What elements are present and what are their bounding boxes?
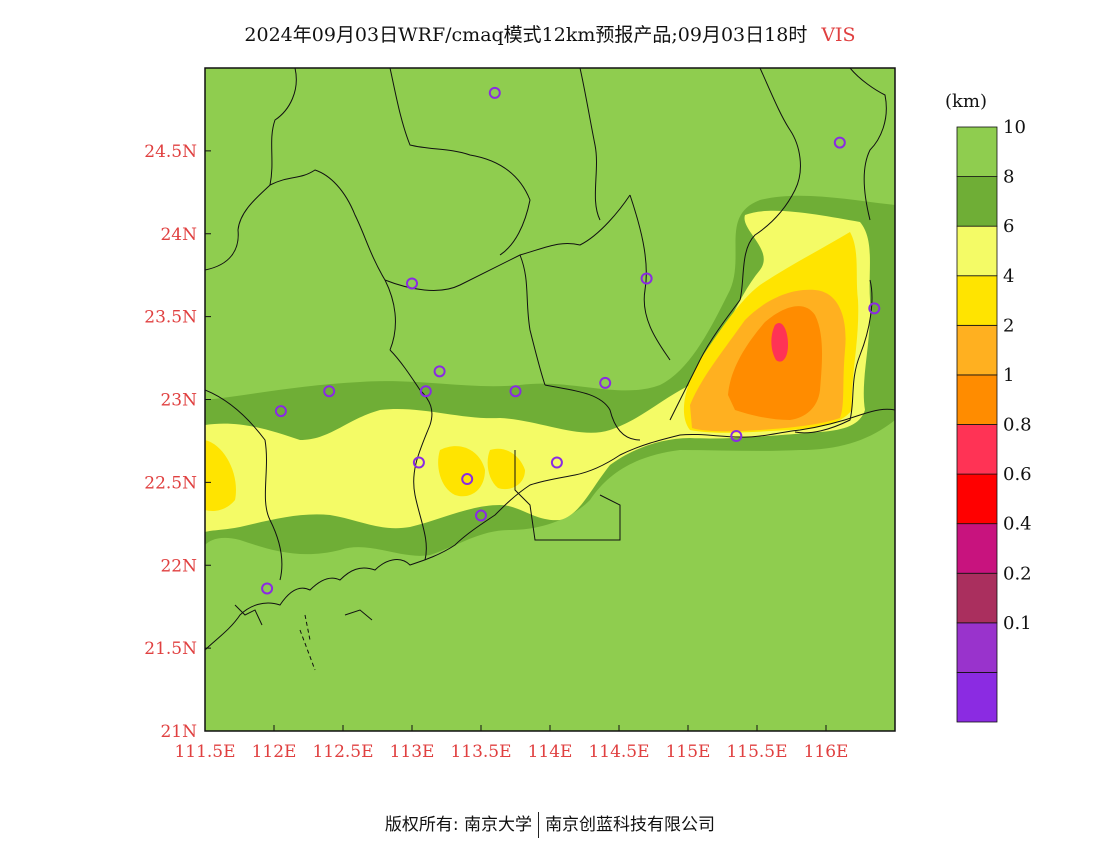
legend-level-label: 2 xyxy=(1003,315,1014,336)
vis-contour-4-west xyxy=(205,440,236,511)
station-marker xyxy=(461,473,474,486)
legend-swatch xyxy=(956,622,998,673)
lon-tick-label: 114.5E xyxy=(588,742,649,762)
longitude-axis: 111.5E 112E 112.5E 113E 113.5E 114E 114.5E 115E… xyxy=(174,725,848,762)
vis-contour-4-center xyxy=(438,446,485,497)
map-plot-area xyxy=(205,68,895,731)
station-marker xyxy=(406,277,418,290)
station-marker xyxy=(640,272,653,285)
vis-contour-0-8 xyxy=(771,322,788,362)
legend-level-label: 0.8 xyxy=(1003,415,1032,436)
legend-swatch xyxy=(956,523,998,574)
legend-level-label: 0.1 xyxy=(1003,613,1032,634)
legend-level-label: 1 xyxy=(1003,365,1014,386)
lat-tick-label: 21.5N xyxy=(144,639,197,659)
station-markers xyxy=(261,86,881,595)
station-marker xyxy=(868,302,881,315)
lat-tick-label: 23.5N xyxy=(144,308,197,328)
lat-tick-label: 24.5N xyxy=(144,142,197,162)
lat-tick-label: 24N xyxy=(160,225,197,245)
legend-swatch xyxy=(956,275,998,326)
latitude-axis: 21N 21.5N 22N 22.5N 23N 23.5N 24N 24.5N xyxy=(144,142,211,742)
station-marker xyxy=(599,376,612,389)
lon-tick-label: 111.5E xyxy=(174,742,235,762)
lon-tick-label: 116E xyxy=(804,742,849,762)
title-main: 2024年09月03日WRF/cmaq模式12km预报产品;09月03日18时 xyxy=(244,24,808,46)
lon-tick-label: 114E xyxy=(528,742,573,762)
legend-swatch xyxy=(956,374,998,425)
station-marker xyxy=(412,456,425,469)
station-marker xyxy=(488,86,501,99)
legend-level-label: 8 xyxy=(1003,167,1014,188)
map-title: 2024年09月03日WRF/cmaq模式12km预报产品;09月03日18时 V… xyxy=(0,20,1100,47)
legend-level-label: 10 xyxy=(1003,117,1026,138)
lon-tick-label: 112E xyxy=(252,742,297,762)
vis-contour-1 xyxy=(728,306,823,420)
footer-separator xyxy=(538,812,540,838)
copyright-owner: 版权所有: 南京大学 xyxy=(384,815,533,835)
legend-level-label: 6 xyxy=(1003,216,1014,237)
legend-level-label: 0.2 xyxy=(1003,563,1032,584)
lat-tick-label: 23N xyxy=(160,391,197,411)
copyright-company: 南京创蓝科技有限公司 xyxy=(545,815,716,835)
legend-swatch xyxy=(956,672,998,723)
legend-swatch xyxy=(956,473,998,525)
vis-contour-4-pearl xyxy=(487,448,525,490)
legend-swatch xyxy=(956,126,998,177)
color-legend: 0.1 0.2 0.4 0.6 0.8 1 2 4 6 8 10 xyxy=(956,117,1032,723)
station-marker xyxy=(550,456,563,469)
lon-tick-label: 115E xyxy=(666,742,711,762)
legend-unit: (km) xyxy=(945,91,987,112)
legend-swatch xyxy=(956,572,998,624)
legend-level-label: 0.4 xyxy=(1003,514,1032,535)
lon-tick-label: 113E xyxy=(390,742,435,762)
legend-swatch xyxy=(956,424,998,475)
lat-tick-label: 21N xyxy=(160,722,197,742)
station-marker xyxy=(419,385,432,398)
lon-tick-label: 113.5E xyxy=(450,742,511,762)
legend-swatch xyxy=(956,225,998,277)
station-marker xyxy=(261,582,274,595)
legend-swatch xyxy=(956,176,998,227)
boundary-lines xyxy=(205,68,887,581)
vis-contour-6 xyxy=(205,210,871,532)
station-marker xyxy=(475,509,487,522)
station-marker xyxy=(274,405,287,418)
title-variable: VIS xyxy=(821,24,856,46)
station-marker xyxy=(433,365,446,378)
station-marker xyxy=(323,385,336,398)
station-marker xyxy=(833,136,846,149)
legend-level-label: 4 xyxy=(1003,266,1014,287)
lon-tick-label: 115.5E xyxy=(726,742,787,762)
legend-level-label: 0.6 xyxy=(1003,464,1032,485)
station-marker xyxy=(509,385,522,398)
lon-tick-label: 112.5E xyxy=(312,742,373,762)
lat-tick-label: 22.5N xyxy=(144,473,197,493)
coastline xyxy=(205,408,895,671)
footer: 版权所有: 南京大学 南京创蓝科技有限公司 xyxy=(0,810,1100,838)
lat-tick-label: 22N xyxy=(160,556,197,576)
station-marker xyxy=(730,429,743,442)
legend-swatch xyxy=(956,324,998,376)
